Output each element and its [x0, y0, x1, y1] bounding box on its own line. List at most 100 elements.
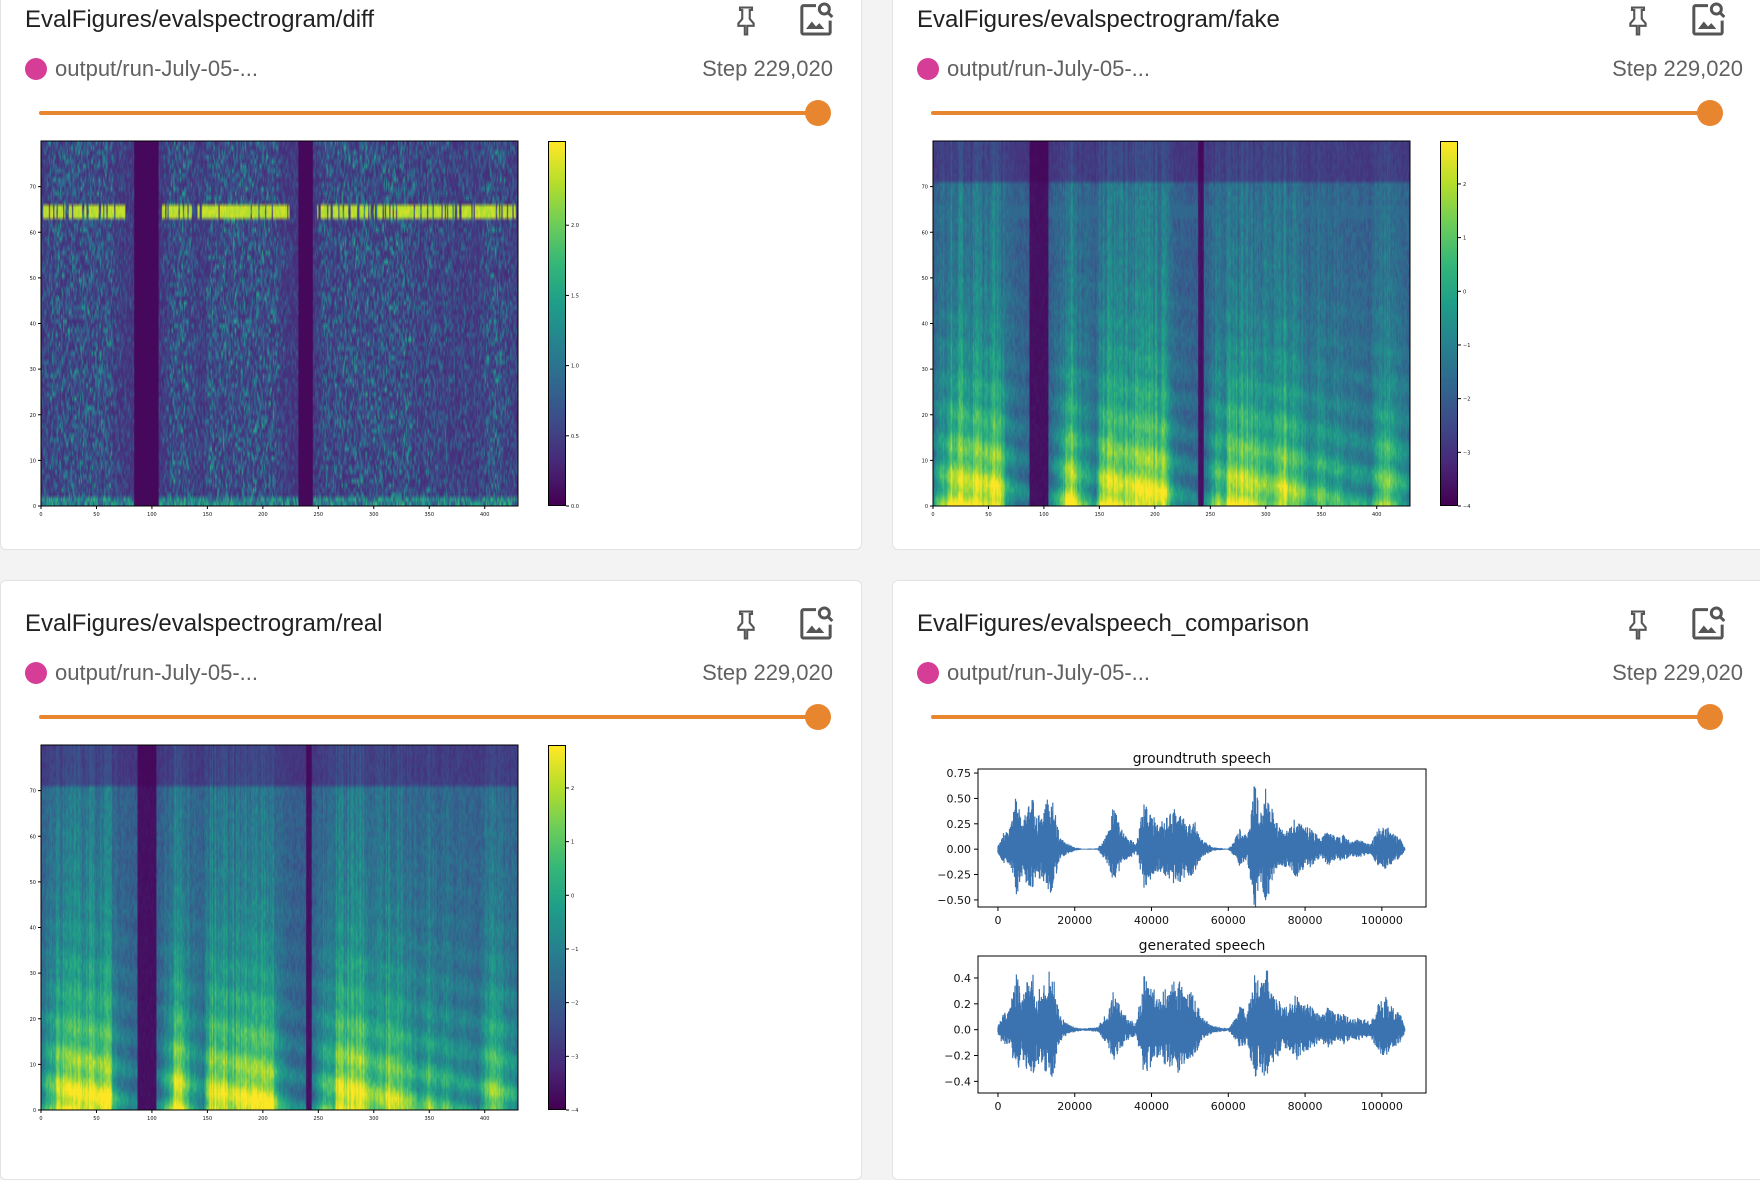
- y-tick-label: 20: [30, 413, 36, 419]
- pin-icon[interactable]: [728, 607, 764, 643]
- spectrogram-fake: [933, 141, 1410, 506]
- colorbar-tick-label: −2: [1463, 397, 1470, 403]
- y-tick-label: 70: [30, 789, 36, 795]
- slider-thumb[interactable]: [1697, 100, 1723, 126]
- colorbar-tick-label: 2: [1463, 182, 1466, 188]
- run-color-dot: [917, 662, 939, 684]
- step-slider[interactable]: [39, 99, 831, 127]
- x-tick-label: 50: [93, 1116, 99, 1122]
- pin-icon[interactable]: [1620, 607, 1656, 643]
- step-slider[interactable]: [39, 703, 831, 731]
- spectrogram-axes: 0 50 100 150 200 250 300 350 400010203040506070−…: [922, 140, 1470, 518]
- x-tick-label: 60000: [1211, 1100, 1246, 1113]
- x-tick-label: 0: [994, 914, 1001, 927]
- y-tick-label: 10: [30, 458, 36, 464]
- card-title: EvalFigures/evalspectrogram/real: [25, 610, 383, 637]
- run-label: output/run-July-05-...: [25, 659, 258, 687]
- colorbar-tick-label: −3: [571, 1054, 578, 1060]
- y-tick-label: 50: [922, 276, 928, 282]
- spectrogram-diff: [41, 141, 518, 506]
- y-tick-label: 10: [30, 1062, 36, 1068]
- step-slider[interactable]: [931, 99, 1723, 127]
- y-tick-label: −0.50: [937, 894, 971, 907]
- x-tick-label: 0: [931, 512, 934, 518]
- y-tick-label: 40: [922, 322, 928, 328]
- y-tick-label: 10: [922, 458, 928, 464]
- image-search-icon[interactable]: [796, 603, 836, 643]
- y-tick-label: 0.2: [954, 998, 972, 1011]
- colorbar: [548, 745, 566, 1110]
- colorbar-tick-label: −4: [1463, 504, 1470, 510]
- x-tick-label: 40000: [1134, 914, 1169, 927]
- run-name: output/run-July-05-...: [947, 660, 1150, 685]
- x-tick-label: 100000: [1361, 1100, 1403, 1113]
- run-name: output/run-July-05-...: [55, 660, 258, 685]
- slider-thumb[interactable]: [805, 100, 831, 126]
- x-tick-label: 250: [1206, 512, 1216, 518]
- card-diff: EvalFigures/evalspectrogram/diff output/…: [0, 0, 862, 550]
- x-tick-label: 300: [1261, 512, 1271, 518]
- x-tick-label: 100: [1039, 512, 1049, 518]
- plot-frame: [40, 744, 519, 1111]
- pin-icon[interactable]: [728, 3, 764, 39]
- y-tick-label: 30: [922, 367, 928, 373]
- image-search-icon[interactable]: [796, 0, 836, 39]
- step-label: Step 229,020: [1612, 56, 1743, 81]
- slider-track: [931, 111, 1710, 115]
- slider-thumb[interactable]: [805, 704, 831, 730]
- card-title: EvalFigures/evalspeech_comparison: [917, 610, 1310, 637]
- spectrogram-axes: 0 50 100 150 200 250 300 350 400 0 10 20 30 40 50 60 70 0…: [30, 140, 579, 518]
- y-tick-label: −0.2: [944, 1050, 971, 1063]
- x-tick-label: 200: [258, 1116, 268, 1122]
- image-search-icon[interactable]: [1688, 0, 1728, 39]
- y-tick-label: 50: [30, 276, 36, 282]
- slider-thumb[interactable]: [1697, 704, 1723, 730]
- colorbar-tick-label: −2: [571, 1001, 578, 1007]
- slider-track: [39, 111, 818, 115]
- x-tick-label: 80000: [1288, 914, 1323, 927]
- y-tick-label: 30: [30, 971, 36, 977]
- slider-track: [39, 715, 818, 719]
- colorbar-tick-label: 1.5: [571, 293, 579, 299]
- x-tick-label: 400: [480, 512, 490, 518]
- y-tick-label: 70: [30, 185, 36, 191]
- plot-frame: [40, 140, 519, 507]
- y-tick-label: 0.75: [947, 767, 972, 780]
- plot-frame: [932, 140, 1411, 507]
- card-fake: EvalFigures/evalspectrogram/fake output/…: [892, 0, 1760, 550]
- subplot-title: groundtruth speech: [1133, 751, 1271, 767]
- colorbar-tick-label: 1.0: [571, 364, 579, 370]
- image-search-icon[interactable]: [1688, 603, 1728, 643]
- colorbar-tick-label: −4: [571, 1108, 578, 1114]
- colorbar: [1440, 141, 1458, 506]
- x-tick-label: 400: [1372, 512, 1382, 518]
- step-label: Step 229,020: [1612, 660, 1743, 685]
- y-tick-label: 0.25: [947, 818, 972, 831]
- spectrogram-real: [41, 745, 518, 1110]
- pin-icon[interactable]: [1620, 3, 1656, 39]
- colorbar-tick-label: 1: [1463, 236, 1466, 242]
- x-tick-label: 50: [985, 512, 991, 518]
- y-tick-label: 0.4: [954, 972, 972, 985]
- step-label: Step 229,020: [702, 660, 833, 685]
- x-tick-label: 100000: [1361, 914, 1403, 927]
- x-tick-label: 50: [93, 512, 99, 518]
- y-tick-label: 60: [30, 230, 36, 236]
- colorbar-tick-label: −3: [1463, 450, 1470, 456]
- x-tick-label: 0: [39, 1116, 42, 1122]
- x-tick-label: 200: [1150, 512, 1160, 518]
- colorbar-tick-label: 2.0: [571, 223, 579, 229]
- step-slider[interactable]: [931, 703, 1723, 731]
- y-tick-label: 20: [30, 1017, 36, 1023]
- x-tick-label: 300: [369, 1116, 379, 1122]
- y-tick-label: 0: [33, 504, 36, 510]
- y-tick-label: 40: [30, 322, 36, 328]
- step-label: Step 229,020: [702, 56, 833, 81]
- y-tick-label: 0.0: [954, 1024, 972, 1037]
- colorbar-tick-label: 0.5: [571, 434, 579, 440]
- speech-comparison-figure: groundtruth speech 0 20000 40000 60000 80000 1…: [937, 751, 1427, 1113]
- run-label: output/run-July-05-...: [917, 55, 1150, 83]
- colorbar-tick-label: 0: [571, 893, 574, 899]
- x-tick-label: 150: [203, 1116, 213, 1122]
- run-label: output/run-July-05-...: [917, 659, 1150, 687]
